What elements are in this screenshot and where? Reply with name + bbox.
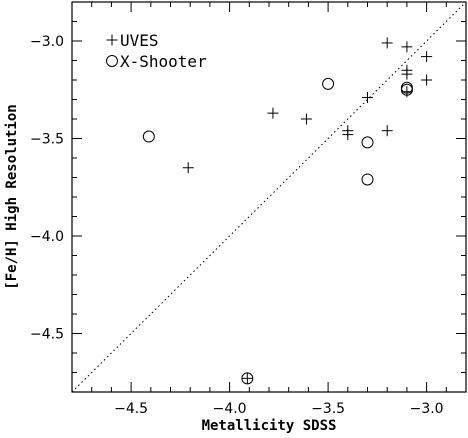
uves-point xyxy=(381,125,393,137)
legend-circle-symbol xyxy=(106,55,118,67)
uves-point xyxy=(362,92,373,104)
x-axis-title: Metallicity SDSS xyxy=(202,418,337,434)
x-tick-label: −4.0 xyxy=(213,401,247,417)
x-shooter-point xyxy=(241,372,254,385)
plus-marker-icon xyxy=(106,34,118,46)
y-axis-title: [Fe/H] High Resolution xyxy=(4,104,20,289)
legend-plus-symbol xyxy=(106,34,118,46)
plot-frame xyxy=(71,1,467,393)
legend-label-x-shooter: X-Shooter xyxy=(120,52,207,71)
uves-point xyxy=(401,68,413,80)
x-tick-label: −3.5 xyxy=(311,401,345,417)
uves-point xyxy=(182,162,194,174)
uves-point xyxy=(421,74,433,86)
y-tick-label: −3.0 xyxy=(30,34,64,50)
data-points xyxy=(142,37,433,385)
uves-point xyxy=(300,113,312,125)
x-shooter-point xyxy=(361,136,374,149)
y-tick-label: −4.5 xyxy=(30,327,64,343)
uves-point xyxy=(421,51,433,63)
uves-point xyxy=(381,37,393,49)
uves-point xyxy=(241,372,253,384)
x-shooter-point xyxy=(322,77,335,90)
y-tick-label: −4.0 xyxy=(30,229,64,245)
x-tick-label: −4.5 xyxy=(114,401,148,417)
y-tick-labels: −4.5 −4.0 −3.5 −3.0 xyxy=(30,34,64,343)
legend: UVES X-Shooter xyxy=(106,31,207,71)
uves-point xyxy=(401,41,413,53)
x-tick-labels: −4.5 −4.0 −3.5 −3.0 xyxy=(114,401,444,417)
y-tick-label: −3.5 xyxy=(30,132,64,148)
circle-marker-icon xyxy=(106,55,118,67)
legend-item-x-shooter: X-Shooter xyxy=(106,52,207,71)
x-shooter-point xyxy=(400,83,413,96)
x-shooter-point xyxy=(142,130,155,143)
x-shooter-point xyxy=(361,173,374,186)
uves-point xyxy=(267,107,279,119)
legend-label-uves: UVES xyxy=(120,31,159,50)
uves-point xyxy=(342,125,354,137)
x-tick-label: −3.0 xyxy=(410,401,444,417)
legend-item-uves: UVES xyxy=(106,31,159,50)
